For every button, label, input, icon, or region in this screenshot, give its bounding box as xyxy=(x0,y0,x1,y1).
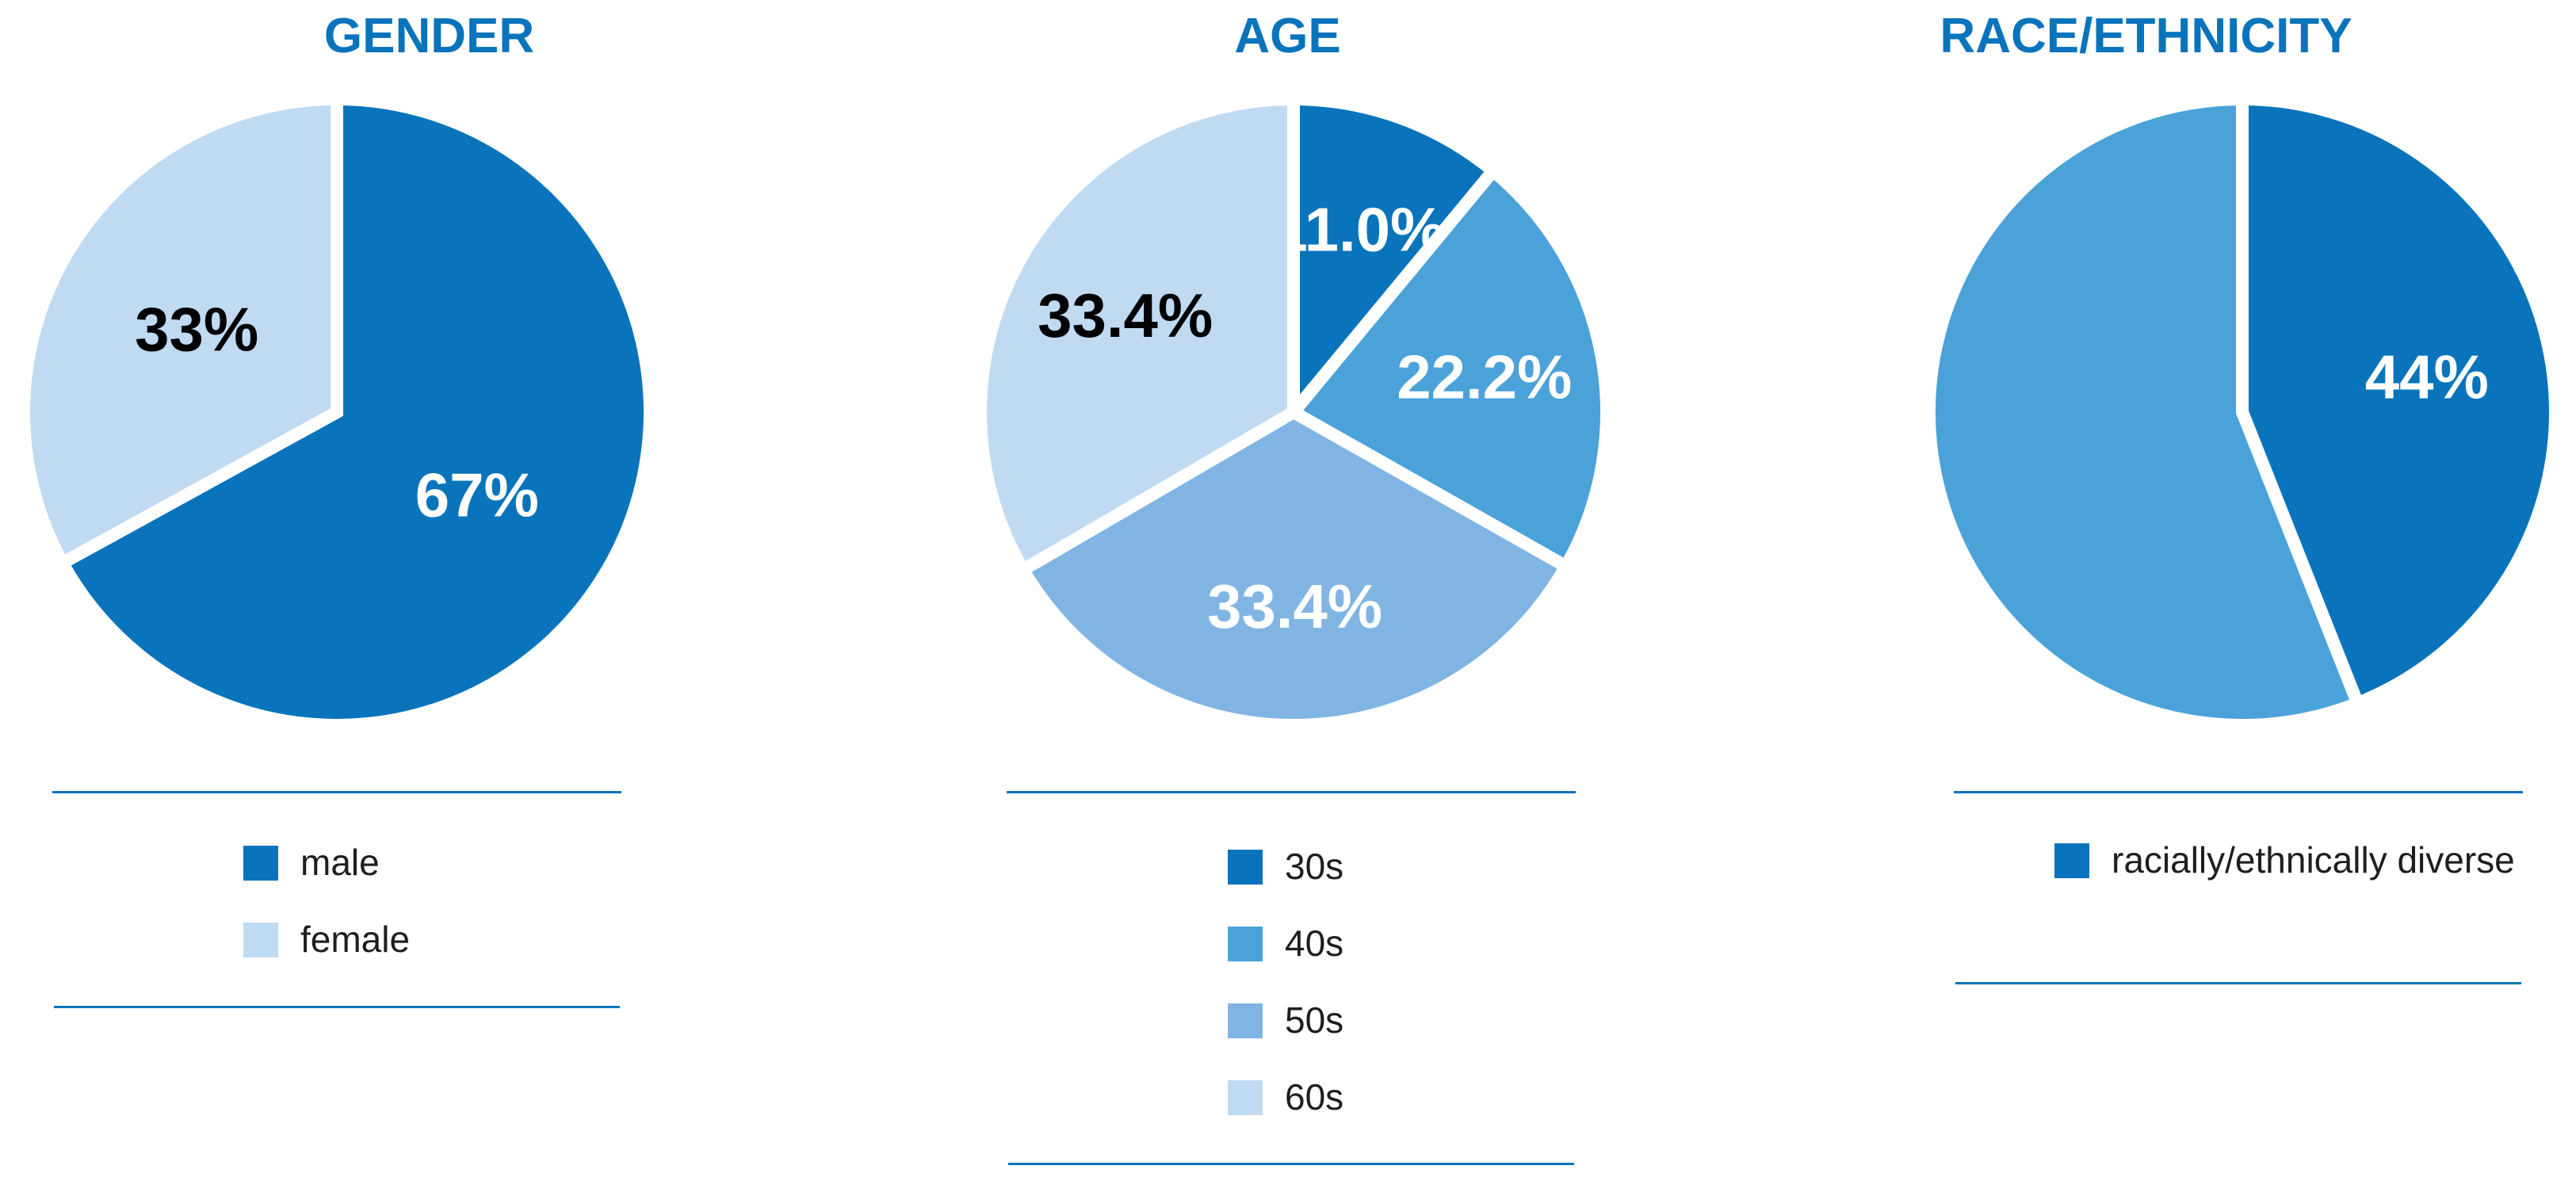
race-ethnicity-chart-title: RACE/ETHNICITY xyxy=(1940,9,2352,63)
pie-slice-female xyxy=(17,92,343,572)
legend-item-30s: 30s xyxy=(1228,846,1343,891)
gender-chart-title: GENDER xyxy=(323,9,535,63)
age-pie-chart: 11.0% 22.2% 33.4% 33.4% xyxy=(974,92,1613,732)
pie-data-label-male: 67% xyxy=(415,460,539,530)
legend-label-60s: 60s xyxy=(1285,1076,1344,1118)
age-chart-panel: AGE 11.0% 22.2% 33.4% 33.4% 30s 40s 50s 60s xyxy=(858,0,1717,1177)
legend-swatch-male xyxy=(243,846,278,881)
legend-swatch-60s xyxy=(1228,1080,1263,1115)
legend-item-50s: 50s xyxy=(1228,999,1343,1045)
pie-data-label-racially-ethnically-diverse: 44% xyxy=(2365,342,2489,412)
race-legend-top-rule xyxy=(1954,791,2523,793)
legend-item-racially-ethnically-diverse: racially/ethnically diverse xyxy=(2054,839,2524,885)
legend-item-female: female xyxy=(243,919,410,964)
pie-data-label-40s: 22.2% xyxy=(1397,342,1572,412)
legend-swatch-racially-ethnically-diverse xyxy=(2054,843,2089,878)
gender-chart-panel: GENDER 67% 33% male female xyxy=(0,0,858,1177)
gender-pie-chart: 67% 33% xyxy=(17,92,656,732)
pie-slice-racially-ethnically-diverse xyxy=(2236,92,2562,712)
race-ethnicity-pie-chart: 44% xyxy=(1923,92,2562,732)
legend-label-30s: 30s xyxy=(1285,846,1344,887)
legend-item-40s: 40s xyxy=(1228,923,1343,968)
legend-label-male: male xyxy=(300,842,380,883)
legend-label-female: female xyxy=(300,919,411,960)
gender-legend-top-rule xyxy=(52,791,621,793)
legend-label-40s: 40s xyxy=(1285,923,1344,964)
legend-item-male: male xyxy=(243,842,380,887)
legend-swatch-50s xyxy=(1228,1003,1263,1038)
pie-data-label-female: 33% xyxy=(135,294,258,364)
legend-item-60s: 60s xyxy=(1228,1076,1343,1122)
gender-legend-bottom-rule xyxy=(54,1006,620,1008)
race-legend-bottom-rule xyxy=(1955,982,2521,984)
legend-label-50s: 50s xyxy=(1285,999,1344,1041)
age-legend-top-rule xyxy=(1007,791,1576,793)
pie-data-label-30s: 11.0% xyxy=(1274,195,1446,265)
age-legend-bottom-rule xyxy=(1008,1163,1574,1165)
pie-slice-40s xyxy=(1283,162,1613,575)
legend-swatch-female xyxy=(243,923,278,957)
legend-swatch-30s xyxy=(1228,850,1263,885)
age-chart-title: AGE xyxy=(1234,9,1341,63)
pie-slice-30s xyxy=(1287,92,1503,430)
legend-label-racially-ethnically-diverse: racially/ethnically diverse xyxy=(2112,839,2515,881)
pie-slice-50s xyxy=(1014,404,1575,732)
pie-slice-60s xyxy=(974,92,1300,579)
race-ethnicity-chart-panel: RACE/ETHNICITY 44% racially/ethnically d… xyxy=(1717,0,2575,1177)
pie-slice-male xyxy=(53,92,656,732)
legend-swatch-40s xyxy=(1228,927,1263,961)
pie-data-label-50s: 33.4% xyxy=(1207,571,1382,641)
pie-slice-other xyxy=(1923,92,2366,732)
pie-data-label-60s: 33.4% xyxy=(1038,281,1213,350)
